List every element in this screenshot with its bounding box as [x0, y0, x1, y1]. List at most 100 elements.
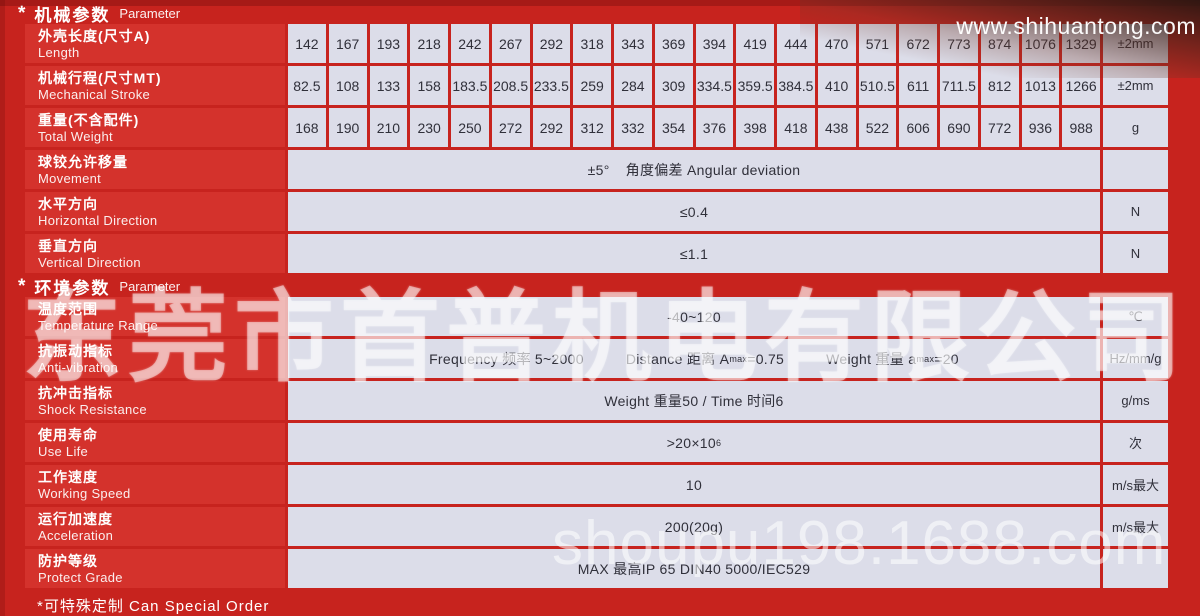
row-values: MAX 最高IP 65 DIN40 5000/IEC529 — [288, 549, 1168, 588]
row-label-en: Working Speed — [38, 485, 131, 501]
value-cell: 210 — [369, 108, 408, 147]
merged-value-cell: MAX 最高IP 65 DIN40 5000/IEC529 — [288, 549, 1100, 588]
value-cell: 812 — [980, 66, 1019, 105]
value-cell: 250 — [451, 108, 489, 147]
row-label: 球铰允许移量 Movement — [25, 150, 285, 189]
row-label: 机械行程(尺寸MT) Mechanical Stroke — [25, 66, 285, 105]
environment-table: 温度范围 Temperature Range -40~120 ℃ 抗振动指标 Anti-v… — [25, 297, 1168, 588]
value-cell: 672 — [899, 24, 937, 63]
row-values: 200(20g) m/s最大 — [288, 507, 1168, 546]
row-label-cn: 机械行程(尺寸MT) — [38, 69, 162, 86]
unit-cell: ±2mm — [1103, 66, 1168, 105]
value-cell: 384.5 — [777, 66, 815, 105]
row-values: ±5° 角度偏差 Angular deviation — [288, 150, 1168, 189]
value-cell: 419 — [736, 24, 774, 63]
value-cell: 611 — [899, 66, 937, 105]
merged-value-cell: >20×10 6 — [288, 423, 1100, 462]
unit-cell: N — [1103, 234, 1168, 273]
environment-title-cn: 环境参数 — [34, 279, 111, 298]
value-cell: 233.5 — [532, 66, 571, 105]
value-cell: 332 — [614, 108, 652, 147]
spec-row: 机械行程(尺寸MT) Mechanical Stroke 82.5 108 133 158… — [25, 66, 1168, 105]
merged-value-cell: ≤0.4 — [288, 192, 1100, 231]
row-label: 使用寿命 Use Life — [25, 423, 285, 462]
value-cell: 133 — [369, 66, 408, 105]
unit-cell: g — [1103, 108, 1168, 147]
mechanical-title-en: Parameter — [119, 6, 181, 21]
row-label: 外壳长度(尺寸A) Length — [25, 24, 285, 63]
spec-row: 抗振动指标 Anti-vibration Frequency 频率 5~2000 Di… — [25, 339, 1168, 378]
row-label-en: Vertical Direction — [38, 254, 141, 270]
value-cell: 82.5 — [288, 66, 326, 105]
value-cell: 1076 — [1021, 24, 1060, 63]
footer-note: *可特殊定制 Can Special Order — [37, 598, 270, 615]
row-label: 垂直方向 Vertical Direction — [25, 234, 285, 273]
value-cell: 259 — [573, 66, 611, 105]
data-cells: 142 167 193 218 242 267 292 318 343 369 394 419 444 4… — [288, 24, 1100, 63]
value-cell: 158 — [410, 66, 448, 105]
unit-cell: N — [1103, 192, 1168, 231]
merged-value-cell: ±5° 角度偏差 Angular deviation — [288, 150, 1100, 189]
row-label-cn: 温度范围 — [38, 300, 98, 317]
value-cell: 1266 — [1062, 66, 1100, 105]
row-label-en: Acceleration — [38, 527, 114, 543]
unit-cell: m/s最大 — [1103, 507, 1168, 546]
spec-row: 外壳长度(尺寸A) Length 142 167 193 218 242 267 292 318 3… — [25, 24, 1168, 63]
value-cell: 292 — [532, 24, 571, 63]
mechanical-title-cn: 机械参数 — [34, 6, 111, 25]
value-cell: 208.5 — [491, 66, 530, 105]
value-cell: 309 — [654, 66, 693, 105]
top-edge-shade — [0, 0, 1200, 6]
row-label-en: Anti-vibration — [38, 359, 119, 375]
merged-value-cell: -40~120 — [288, 297, 1100, 336]
spec-row: 水平方向 Horizontal Direction ≤0.4 N — [25, 192, 1168, 231]
value-cell: 354 — [654, 108, 693, 147]
row-values: 10 m/s最大 — [288, 465, 1168, 504]
row-label-en: Protect Grade — [38, 569, 123, 585]
row-values: ≤1.1 N — [288, 234, 1168, 273]
value-cell: 218 — [410, 24, 448, 63]
value-cell: 410 — [817, 66, 856, 105]
value-cell: 193 — [369, 24, 408, 63]
row-label-en: Mechanical Stroke — [38, 86, 151, 102]
value-cell: 168 — [288, 108, 326, 147]
row-label: 重量(不含配件) Total Weight — [25, 108, 285, 147]
value-cell: 343 — [614, 24, 652, 63]
value-cell: 376 — [695, 108, 734, 147]
value-cell: 773 — [940, 24, 978, 63]
row-label-en: Use Life — [38, 443, 89, 459]
value-cell: 284 — [614, 66, 652, 105]
value-cell: 398 — [736, 108, 774, 147]
value-cell: 444 — [777, 24, 815, 63]
unit-cell: g/ms — [1103, 381, 1168, 420]
row-label: 水平方向 Horizontal Direction — [25, 192, 285, 231]
value-cell: 359.5 — [736, 66, 774, 105]
row-label-en: Temperature Range — [38, 317, 158, 333]
value-cell: 690 — [940, 108, 978, 147]
unit-cell: 次 — [1103, 423, 1168, 462]
value-cell: 108 — [328, 66, 367, 105]
data-cells: 82.5 108 133 158 183.5 208.5 233.5 259 284 309 334… — [288, 66, 1100, 105]
spec-content: * 机械参数 Parameter 外壳长度(尺寸A) Length 142 167 19… — [0, 3, 1200, 616]
spec-row: 温度范围 Temperature Range -40~120 ℃ — [25, 297, 1168, 336]
row-label-en: Shock Resistance — [38, 401, 147, 417]
value-cell: 142 — [288, 24, 326, 63]
unit-cell: m/s最大 — [1103, 465, 1168, 504]
row-label: 工作速度 Working Speed — [25, 465, 285, 504]
row-label-cn: 防护等级 — [38, 552, 98, 569]
mechanical-section-header: * 机械参数 Parameter — [18, 3, 1200, 25]
value-cell: 312 — [573, 108, 611, 147]
value-cell: 438 — [817, 108, 856, 147]
value-cell: 988 — [1062, 108, 1100, 147]
row-label-cn: 重量(不含配件) — [38, 111, 140, 128]
unit-cell: Hz/mm/g — [1103, 339, 1168, 378]
unit-cell — [1103, 150, 1168, 189]
row-label-en: Length — [38, 44, 80, 60]
value-cell: 571 — [858, 24, 897, 63]
row-values: Weight 重量50 / Time 时间6 g/ms — [288, 381, 1168, 420]
row-values: ≤0.4 N — [288, 192, 1168, 231]
spec-row: 抗冲击指标 Shock Resistance Weight 重量50 / Time … — [25, 381, 1168, 420]
row-values: 142 167 193 218 242 267 292 318 343 369 394 419 444 4… — [288, 24, 1168, 63]
